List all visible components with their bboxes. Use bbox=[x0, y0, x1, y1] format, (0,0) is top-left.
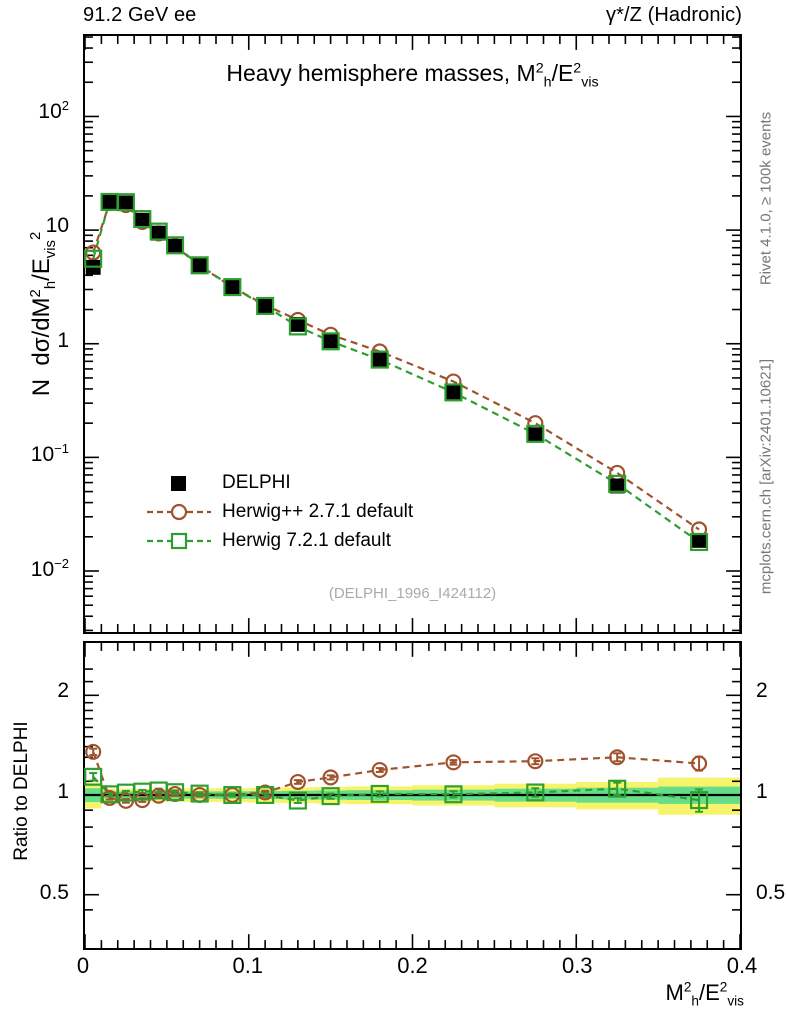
delphi-marker bbox=[527, 427, 543, 443]
ratio-y-tick-label-right: 2 bbox=[756, 679, 768, 702]
rivet-version-credit: Rivet 4.1.0, ≥ 100k events bbox=[757, 111, 775, 286]
herwigpp-ratio-marker bbox=[691, 755, 708, 772]
herwigpp-ratio-marker bbox=[445, 754, 462, 771]
herwigpp-line bbox=[92, 201, 700, 531]
legend-item-delphi[interactable]: DELPHI bbox=[146, 470, 413, 496]
ratio-y-tick-label-left: 2 bbox=[57, 679, 69, 702]
herwig7-ratio-marker bbox=[288, 791, 307, 810]
herwig7-marker bbox=[444, 383, 463, 402]
delphi-marker bbox=[609, 478, 625, 494]
legend-label-herwig7: Herwig 7.2.1 default bbox=[222, 530, 391, 551]
x-tick-label: 0.3 bbox=[561, 953, 593, 978]
herwig7-marker bbox=[690, 532, 709, 552]
herwig7-ratio-marker bbox=[370, 784, 389, 803]
beam-energy-label: 91.2 GeV ee bbox=[83, 4, 197, 26]
main-plot-canvas bbox=[84, 36, 741, 632]
ratio-y-tick-labels-right: 2 1 0.5 bbox=[748, 641, 786, 950]
herwig7-marker bbox=[190, 256, 209, 275]
delphi-marker bbox=[323, 333, 339, 349]
ratio-y-tick-label-left: 1 bbox=[57, 780, 69, 803]
x-tick-label: 0.2 bbox=[397, 953, 428, 978]
analysis-id-watermark: (DELPHI_1996_I424112) bbox=[328, 585, 497, 602]
delphi-marker bbox=[118, 195, 134, 211]
delphi-marker bbox=[192, 258, 208, 274]
herwig7-marker bbox=[256, 296, 275, 315]
delphi-marker bbox=[102, 194, 118, 210]
delphi-marker bbox=[372, 352, 388, 368]
delphi-marker bbox=[151, 225, 167, 241]
herwig7-ratio-marker bbox=[256, 786, 275, 804]
ratio-plot-canvas bbox=[84, 643, 741, 948]
delphi-marker bbox=[224, 279, 240, 295]
ratio-y-tick-label-right: 1 bbox=[756, 780, 768, 803]
herwig7-ratio-marker bbox=[526, 783, 545, 802]
herwig7-marker bbox=[608, 474, 627, 493]
herwig7-ratio-marker bbox=[444, 785, 463, 804]
herwig7-ratio-marker bbox=[190, 784, 209, 803]
delphi-marker bbox=[167, 238, 183, 254]
main-plot-panel bbox=[83, 34, 742, 634]
x-tick-label: 0.1 bbox=[232, 953, 264, 978]
main-y-tick-label: 10 bbox=[45, 214, 69, 238]
herwig7-marker bbox=[223, 278, 242, 297]
herwig7-marker bbox=[116, 193, 135, 212]
legend: DELPHI Herwig++ 2.7.1 default Herwig 7.2… bbox=[146, 470, 413, 557]
herwigpp-ratio-marker bbox=[85, 743, 102, 760]
x-axis-label: M2h/E2vis bbox=[665, 979, 744, 1009]
herwig7-marker bbox=[370, 350, 389, 369]
main-y-tick-label: 10−2 bbox=[30, 555, 69, 581]
herwig7-marker bbox=[133, 210, 152, 229]
delphi-marker bbox=[257, 298, 273, 314]
main-y-tick-label: 102 bbox=[38, 98, 69, 123]
herwig7-marker bbox=[149, 222, 168, 241]
herwig7-marker bbox=[166, 236, 185, 255]
main-y-tick-labels: 102 10 1 10−1 10−2 bbox=[0, 34, 77, 634]
filled-square-icon bbox=[146, 472, 212, 494]
open-square-icon bbox=[146, 530, 212, 552]
herwigpp-marker bbox=[609, 464, 626, 481]
mcplots-credit: mcplots.cern.ch [arXiv:2401.10621] bbox=[757, 358, 775, 595]
process-label: γ*/Z (Hadronic) bbox=[606, 4, 742, 26]
ratio-y-tick-label-right: 0.5 bbox=[756, 881, 786, 904]
legend-item-herwigpp[interactable]: Herwig++ 2.7.1 default bbox=[146, 499, 413, 525]
herwigpp-ratio-marker bbox=[609, 749, 626, 766]
x-tick-labels: 0 0.1 0.2 0.3 0.4 bbox=[77, 953, 757, 983]
axis-ticks bbox=[84, 643, 741, 948]
herwigpp-ratio-marker bbox=[322, 769, 339, 786]
ratio-y-tick-labels-left: 2 1 0.5 bbox=[0, 641, 77, 950]
main-y-tick-label: 10−1 bbox=[30, 441, 69, 467]
ratio-plot-panel bbox=[83, 641, 742, 950]
main-y-tick-label: 1 bbox=[57, 328, 69, 352]
legend-label-herwigpp: Herwig++ 2.7.1 default bbox=[222, 501, 414, 522]
herwig7-ratio-marker bbox=[84, 767, 103, 786]
x-tick-label: 0 bbox=[76, 953, 90, 978]
herwig7-ratio-marker bbox=[690, 791, 709, 810]
herwig7-marker bbox=[321, 332, 340, 351]
herwig7-ratio-marker bbox=[166, 783, 185, 802]
herwigpp-ratio-marker bbox=[371, 761, 388, 778]
x-tick-label: 0.4 bbox=[726, 953, 758, 978]
delphi-marker bbox=[691, 532, 707, 548]
delphi-marker bbox=[290, 316, 306, 332]
herwig7-marker bbox=[288, 317, 307, 336]
herwigpp-ratio-marker bbox=[527, 753, 544, 770]
ratio-y-tick-label-left: 0.5 bbox=[39, 881, 69, 904]
delphi-marker bbox=[134, 212, 150, 228]
delphi-marker bbox=[445, 385, 461, 401]
plot-title: Heavy hemisphere masses, M2h/E2vis bbox=[226, 60, 599, 91]
open-circle-icon bbox=[146, 501, 212, 523]
herwigpp-ratio-marker bbox=[289, 773, 306, 790]
herwig7-marker bbox=[84, 249, 103, 268]
legend-label-delphi: DELPHI bbox=[222, 472, 291, 493]
herwig7-ratio-marker bbox=[608, 779, 627, 798]
herwig7-ratio-marker bbox=[223, 786, 242, 804]
herwig7-ratio-marker bbox=[321, 787, 340, 806]
legend-item-herwig7[interactable]: Herwig 7.2.1 default bbox=[146, 528, 413, 554]
herwig7-marker bbox=[526, 424, 545, 443]
